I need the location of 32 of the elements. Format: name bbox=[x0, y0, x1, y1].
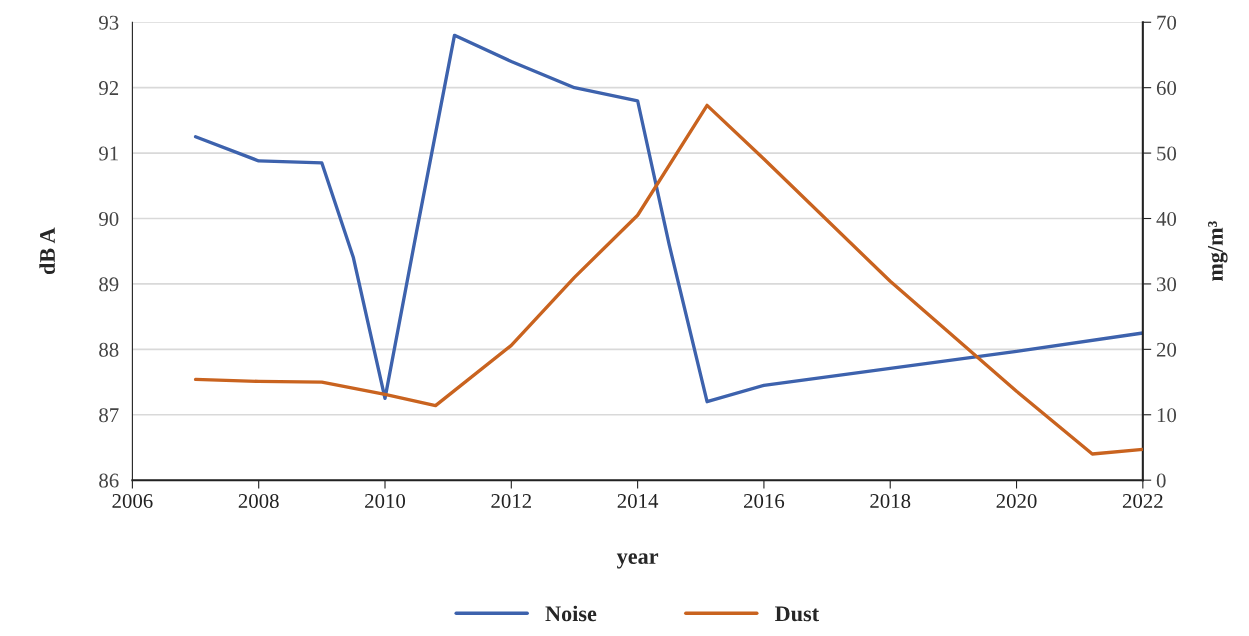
y-tick-label: 92 bbox=[99, 81, 119, 96]
line-series bbox=[193, 33, 1143, 404]
y2-tick-label: 70 bbox=[1157, 15, 1177, 30]
y2-tick-label: 0 bbox=[1156, 473, 1166, 488]
y-tick-label: 91 bbox=[99, 146, 118, 161]
x-tick-label: 2018 bbox=[870, 493, 911, 509]
x-tick-label: 2022 bbox=[1122, 493, 1163, 509]
x-tick-label: 2006 bbox=[112, 493, 153, 509]
y-tick-label: 93 bbox=[99, 15, 119, 30]
x-tick-label: 2016 bbox=[744, 493, 785, 509]
x-tick-label: 2008 bbox=[238, 493, 279, 509]
y2-tick-label: 40 bbox=[1156, 211, 1177, 226]
y-tick-label: 87 bbox=[99, 408, 119, 423]
x-tick-label: 2012 bbox=[491, 493, 531, 509]
line-series bbox=[193, 103, 1143, 456]
legend-label: Noise bbox=[545, 605, 597, 622]
y2-tick-label: 10 bbox=[1157, 408, 1177, 423]
y-tick-label: 86 bbox=[99, 473, 119, 488]
x-axis-title: year bbox=[616, 553, 659, 569]
y-axis-title: dB A bbox=[39, 227, 55, 275]
x-tick-label: 2014 bbox=[617, 493, 659, 509]
y2-tick-label: 20 bbox=[1156, 342, 1177, 357]
legend-label: Dust bbox=[775, 606, 819, 622]
y2-tick-label: 50 bbox=[1157, 146, 1177, 161]
y2-axis-title: mg/m³ bbox=[1208, 221, 1228, 282]
y2-tick-label: 30 bbox=[1157, 277, 1177, 292]
y-tick-label: 90 bbox=[99, 211, 119, 226]
y2-tick-label: 60 bbox=[1156, 81, 1177, 96]
y-tick-label: 89 bbox=[99, 277, 119, 292]
x-tick-label: 2020 bbox=[996, 493, 1037, 509]
y-tick-label: 88 bbox=[99, 342, 119, 357]
x-tick-label: 2010 bbox=[365, 493, 406, 509]
